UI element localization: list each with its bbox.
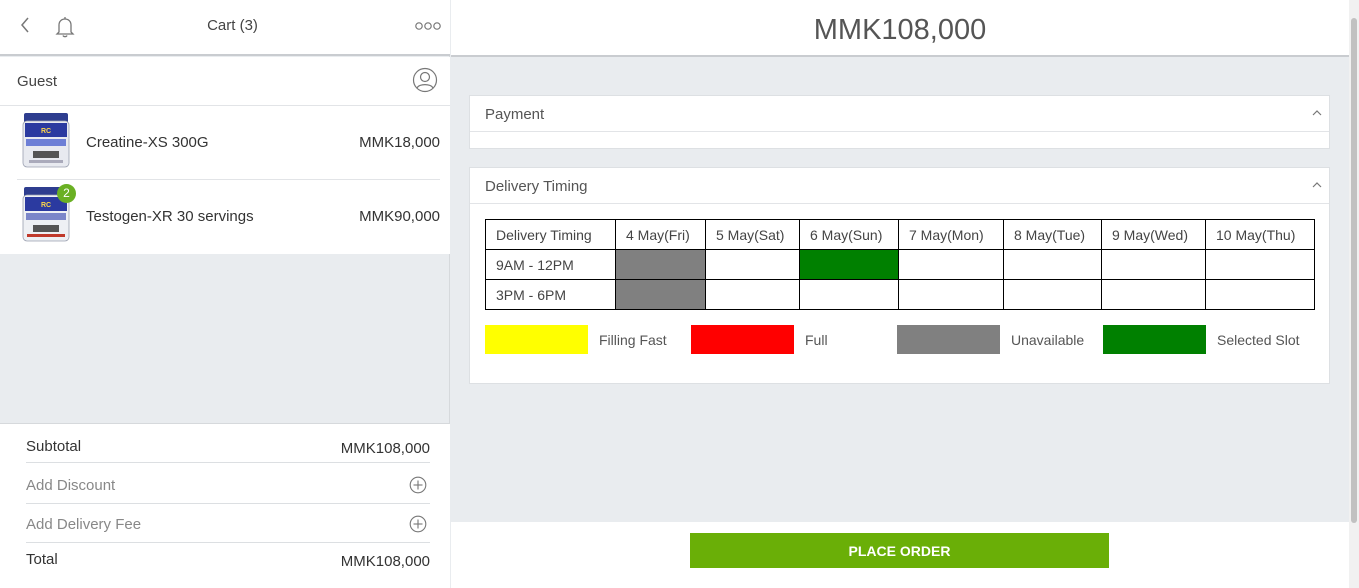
slot-cell[interactable] — [1003, 279, 1102, 310]
customer-row[interactable]: Guest — [0, 57, 450, 106]
checkout-panel: MMK108,000 Payment Delivery Timing Deliv… — [451, 0, 1349, 588]
scrollbar-thumb[interactable] — [1351, 18, 1357, 523]
slot-cell — [615, 279, 706, 310]
add-discount-label[interactable]: Add Discount — [26, 477, 116, 494]
time-slot-label: 9AM - 12PM — [485, 249, 616, 280]
back-chevron-icon[interactable] — [16, 14, 36, 36]
item-name: Creatine-XS 300G — [86, 134, 209, 151]
customer-name: Guest — [17, 73, 58, 90]
place-order-button[interactable]: PLACE ORDER — [690, 533, 1109, 568]
legend-label-selected: Selected Slot — [1217, 332, 1300, 348]
slot-cell[interactable] — [799, 249, 899, 280]
cart-item[interactable]: RC 2 Testogen-XR 30 servings MMK90,000 — [0, 180, 450, 254]
payment-section-title: Payment — [485, 106, 545, 123]
slot-cell[interactable] — [799, 279, 899, 310]
slot-cell[interactable] — [1205, 249, 1315, 280]
more-options-icon[interactable] — [414, 18, 442, 34]
delivery-timing-section-header[interactable]: Delivery Timing — [470, 168, 1329, 204]
delivery-slot-table: Delivery Timing 4 May(Fri) 5 May(Sat) 6 … — [485, 219, 1315, 310]
time-slot-row: 3PM - 6PM — [485, 279, 1315, 310]
slot-cell[interactable] — [1101, 279, 1206, 310]
date-header: 5 May(Sat) — [705, 219, 800, 250]
amount-bar: MMK108,000 — [451, 0, 1349, 57]
slot-table-corner-header: Delivery Timing — [485, 219, 616, 250]
payment-section: Payment — [469, 95, 1330, 149]
legend-label-full: Full — [805, 332, 828, 348]
total-value: MMK108,000 — [340, 553, 430, 570]
slot-table-header-row: Delivery Timing 4 May(Fri) 5 May(Sat) 6 … — [485, 219, 1315, 250]
legend-swatch-selected — [1103, 325, 1206, 354]
date-header: 7 May(Mon) — [898, 219, 1004, 250]
slot-cell — [615, 249, 706, 280]
delivery-timing-section-title: Delivery Timing — [485, 178, 588, 195]
cart-header: Cart (3) — [0, 0, 450, 56]
slot-cell[interactable] — [898, 249, 1004, 280]
delivery-timing-section: Delivery Timing Delivery Timing 4 May(Fr… — [469, 167, 1330, 384]
subtotal-value: MMK108,000 — [340, 440, 430, 457]
slot-cell[interactable] — [1003, 249, 1102, 280]
payment-section-header[interactable]: Payment — [470, 96, 1329, 132]
item-price: MMK18,000 — [359, 134, 440, 151]
svg-text:RC: RC — [41, 202, 51, 209]
item-divider — [17, 179, 440, 180]
cart-item[interactable]: RC Creatine-XS 300G MMK18,000 — [0, 106, 450, 180]
item-price: MMK90,000 — [359, 208, 440, 225]
product-image-creatine: RC — [22, 113, 70, 168]
user-profile-icon[interactable] — [412, 67, 438, 95]
svg-text:RC: RC — [41, 128, 51, 135]
legend-swatch-unavailable — [897, 325, 1000, 354]
order-amount: MMK108,000 — [813, 14, 987, 46]
totals-panel: Subtotal MMK108,000 Add Discount Add Del… — [0, 423, 450, 588]
total-label: Total — [26, 551, 58, 568]
checkout-footer: PLACE ORDER — [451, 522, 1349, 588]
add-discount-plus-icon[interactable] — [409, 476, 427, 494]
collapse-chevron-icon[interactable] — [1311, 180, 1323, 190]
scrollbar[interactable] — [1349, 0, 1359, 588]
legend-swatch-full — [691, 325, 794, 354]
cart-panel: Cart (3) Guest RC Creatine-XS 300G MMK18… — [0, 0, 450, 588]
time-slot-row: 9AM - 12PM — [485, 249, 1315, 280]
legend-label-filling-fast: Filling Fast — [599, 332, 667, 348]
time-slot-label: 3PM - 6PM — [485, 279, 616, 310]
add-delivery-fee-row[interactable]: Add Delivery Fee — [26, 504, 430, 543]
slot-cell[interactable] — [705, 249, 800, 280]
subtotal-label: Subtotal — [26, 438, 82, 455]
add-discount-row[interactable]: Add Discount — [26, 465, 430, 504]
date-header: 9 May(Wed) — [1101, 219, 1206, 250]
slot-cell[interactable] — [898, 279, 1004, 310]
date-header: 4 May(Fri) — [615, 219, 706, 250]
quantity-badge: 2 — [57, 184, 76, 203]
date-header: 10 May(Thu) — [1205, 219, 1315, 250]
bell-icon[interactable] — [52, 14, 78, 40]
cart-title: Cart (3) — [207, 17, 258, 34]
date-header: 8 May(Tue) — [1003, 219, 1102, 250]
legend-label-unavailable: Unavailable — [1011, 332, 1085, 348]
date-header: 6 May(Sun) — [799, 219, 899, 250]
total-row: Total MMK108,000 — [26, 543, 430, 582]
legend-swatch-filling-fast — [485, 325, 588, 354]
subtotal-row: Subtotal MMK108,000 — [26, 424, 430, 463]
slot-cell[interactable] — [1101, 249, 1206, 280]
item-name: Testogen-XR 30 servings — [86, 208, 254, 225]
add-delivery-fee-label[interactable]: Add Delivery Fee — [26, 516, 142, 533]
slot-cell[interactable] — [705, 279, 800, 310]
slot-cell[interactable] — [1205, 279, 1315, 310]
collapse-chevron-icon[interactable] — [1311, 108, 1323, 118]
add-delivery-fee-plus-icon[interactable] — [409, 515, 427, 533]
